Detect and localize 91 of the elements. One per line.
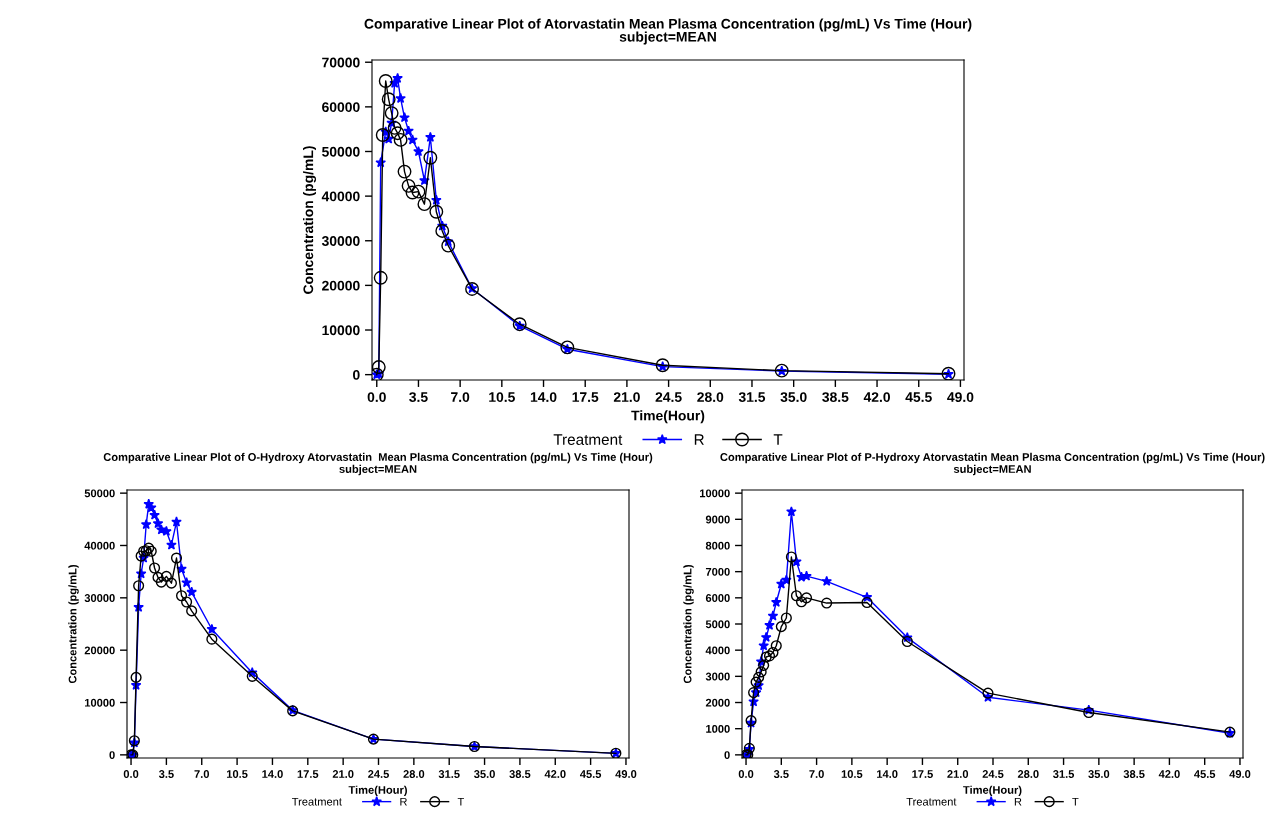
y-tick-label: 30000 <box>321 236 360 246</box>
y-tick-label: 6000 <box>705 594 730 602</box>
y-tick-label: 60000 <box>322 102 360 113</box>
chart-title: Comparative Linear Plot of P-Hydroxy Atorvastatin Mean Plasma Concentration (pg/mL) Vs Time (Hour) <box>720 452 1265 464</box>
legend-title: Treatment <box>906 797 957 806</box>
x-tick-label: 38.5 <box>1123 770 1145 778</box>
x-tick-label: 24.5 <box>982 770 1004 778</box>
x-tick-label: 38.5 <box>509 770 531 778</box>
y-tick-label: 20000 <box>322 280 360 291</box>
legend-title: Treatment <box>553 434 623 445</box>
x-tick-label: 38.5 <box>822 392 849 403</box>
y-tick-label: 9000 <box>705 515 730 524</box>
x-tick-label: 24.5 <box>368 770 390 778</box>
y-axis-title: Concentration (pg/mL) <box>68 564 79 684</box>
y-axis-title: Concentration (pg/mL) <box>303 146 317 294</box>
x-tick-label: 45.5 <box>1194 770 1216 778</box>
y-tick-label: 8000 <box>705 541 730 550</box>
y-tick-label: 0 <box>109 751 115 759</box>
chart-title: Comparative Linear Plot of O-Hydroxy Atorvastatin Mean Plasma Concentration (pg/mL) Vs Time (Hour) <box>103 452 653 464</box>
x-tick-label: 31.5 <box>1053 770 1075 778</box>
x-tick-label: 7.0 <box>451 392 470 403</box>
x-tick-label: 49.0 <box>947 392 974 403</box>
x-tick-label: 35.0 <box>1088 770 1110 778</box>
x-tick-label: 28.0 <box>403 770 425 778</box>
x-tick-label: 42.0 <box>863 392 890 403</box>
legend-title: Treatment <box>291 797 342 806</box>
x-axis-title: Time(Hour) <box>963 785 1022 797</box>
chart-title: Comparative Linear Plot of Atorvastatin Mean Plasma Concentration (pg/mL) Vs Time (Hour) <box>364 18 972 32</box>
y-tick-label: 70000 <box>322 57 360 68</box>
y-tick-label: 0 <box>353 369 360 380</box>
x-tick-label: 0.0 <box>738 770 754 778</box>
legend-label: T <box>457 797 465 806</box>
x-tick-label: 35.0 <box>474 770 495 778</box>
x-tick-label: 49.0 <box>1229 770 1251 778</box>
y-tick-label: 1000 <box>706 724 730 733</box>
x-tick-label: 7.0 <box>194 770 210 778</box>
y-tick-label: 10000 <box>322 325 360 336</box>
y-tick-label: 10000 <box>85 698 115 707</box>
x-tick-label: 21.0 <box>332 770 354 778</box>
x-tick-label: 42.0 <box>544 770 566 778</box>
y-tick-label: 4000 <box>705 646 730 655</box>
x-tick-label: 0.0 <box>123 770 139 778</box>
x-tick-label: 24.5 <box>655 392 682 403</box>
x-tick-label: 7.0 <box>809 770 824 778</box>
y-axis-title: Concentration (pg/mL) <box>683 564 694 684</box>
x-tick-label: 35.0 <box>780 392 807 403</box>
x-tick-label: 17.5 <box>912 770 933 778</box>
y-tick-label: 2000 <box>705 698 730 707</box>
legend-label: R <box>694 434 704 445</box>
x-tick-label: 14.0 <box>877 770 898 778</box>
chart-subtitle: subject=MEAN <box>953 464 1031 476</box>
x-tick-label: 45.5 <box>905 392 932 403</box>
y-tick-label: 5000 <box>705 620 730 629</box>
y-tick-label: 40000 <box>321 191 360 202</box>
x-tick-label: 3.5 <box>158 770 174 778</box>
legend-label: T <box>773 434 783 445</box>
y-tick-label: 40000 <box>84 541 115 550</box>
x-tick-label: 14.0 <box>530 392 557 403</box>
y-tick-label: 50000 <box>84 489 115 498</box>
x-tick-label: 28.0 <box>697 392 724 403</box>
x-tick-label: 10.5 <box>226 770 248 778</box>
y-tick-label: 10000 <box>700 489 730 498</box>
x-tick-label: 21.0 <box>613 392 640 403</box>
y-tick-label: 50000 <box>322 146 360 157</box>
y-tick-label: 7000 <box>705 567 730 576</box>
x-tick-label: 10.5 <box>489 392 515 403</box>
legend-label: R <box>1014 797 1022 806</box>
x-tick-label: 17.5 <box>297 770 319 778</box>
x-tick-label: 10.5 <box>841 770 863 778</box>
x-tick-label: 3.5 <box>773 770 789 778</box>
x-tick-label: 42.0 <box>1158 770 1180 778</box>
x-tick-label: 31.5 <box>438 770 460 778</box>
x-tick-label: 14.0 <box>262 770 283 778</box>
x-tick-label: 28.0 <box>1017 770 1039 778</box>
x-tick-label: 0.0 <box>367 392 386 403</box>
x-tick-label: 31.5 <box>738 392 766 403</box>
legend-label: R <box>400 797 407 806</box>
x-tick-label: 3.5 <box>409 392 428 403</box>
chart-subtitle: subject=MEAN <box>339 464 417 476</box>
y-tick-label: 30000 <box>84 594 115 602</box>
y-tick-label: 3000 <box>705 672 730 681</box>
legend-label: T <box>1072 797 1079 806</box>
y-tick-label: 20000 <box>84 646 115 655</box>
x-axis-title: Time(Hour) <box>631 410 705 424</box>
x-tick-label: 49.0 <box>615 770 637 778</box>
chart-subtitle: subject=MEAN <box>619 31 716 45</box>
x-tick-label: 17.5 <box>572 392 599 403</box>
y-tick-label: 0 <box>724 751 730 759</box>
x-tick-label: 21.0 <box>947 770 969 778</box>
x-axis-title: Time(Hour) <box>348 785 407 797</box>
x-tick-label: 45.5 <box>579 770 602 778</box>
